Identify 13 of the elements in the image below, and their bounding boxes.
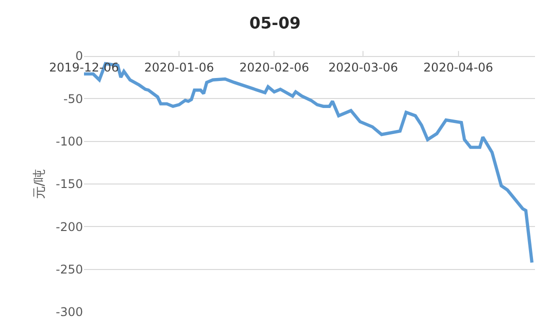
- y-axis-title: 元/吨: [32, 168, 48, 200]
- y-tick-label: -300: [56, 305, 83, 320]
- y-tick-label: 0: [75, 49, 83, 64]
- chart-title: 05-09: [249, 14, 301, 33]
- x-tick-label: 2020-01-06: [144, 60, 214, 74]
- y-tick-label: -200: [56, 220, 83, 234]
- y-tick-label: -150: [56, 177, 83, 192]
- x-tick-label: 2020-03-06: [328, 60, 398, 74]
- x-tick-label: 2020-04-06: [423, 60, 494, 74]
- y-tick-label: -50: [63, 92, 83, 106]
- y-tick-label: -250: [56, 262, 83, 277]
- x-tick-label: 2020-02-06: [239, 60, 310, 74]
- y-tick-label: -100: [56, 134, 83, 149]
